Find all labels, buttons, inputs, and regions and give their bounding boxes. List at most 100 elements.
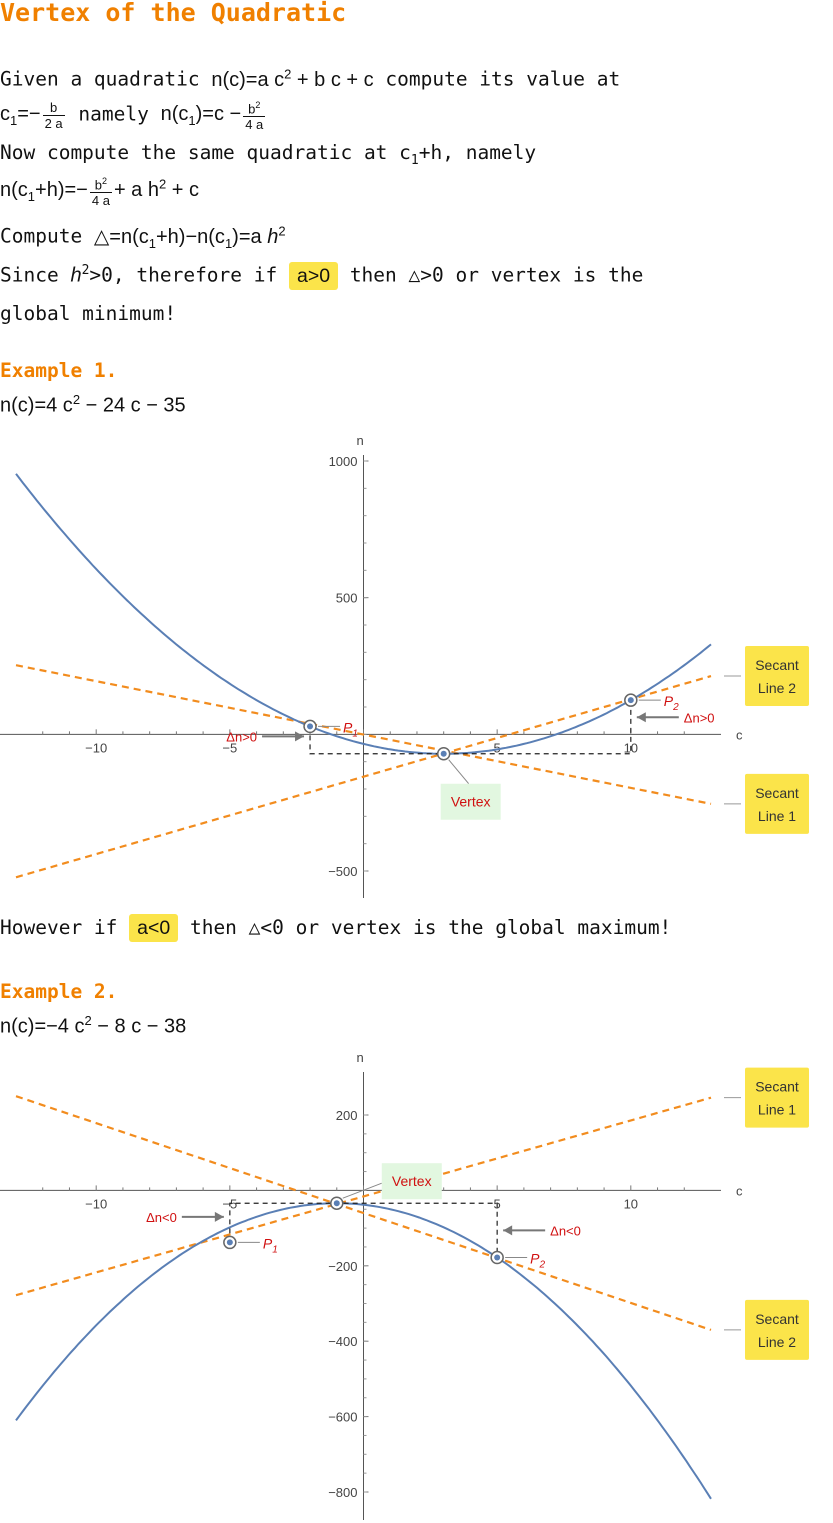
formula-part: =− [17, 103, 41, 126]
intro-text: >0, therefore if [89, 263, 289, 287]
y-tick-label: −500 [328, 864, 357, 879]
formula-part: − 24 c − 35 [80, 394, 186, 417]
y-axis-label: n [357, 433, 364, 448]
fraction-numerator: b2 [243, 98, 266, 118]
secant-2-label-text-1: Secant [755, 657, 799, 673]
fraction: b2 4 a [243, 98, 266, 133]
formula-part: n(c [160, 103, 189, 126]
intro-text: , namely [442, 141, 537, 164]
x-tick-label: −10 [85, 740, 107, 755]
secant-line-1 [15, 664, 712, 805]
x-axis-label: c [736, 1183, 743, 1198]
formula-part: +h)=− [35, 179, 88, 202]
secant-2-label-box [745, 1299, 809, 1360]
intro-text: Given a quadratic [0, 67, 212, 91]
formula: n(c)=a c2 + b c + c [211, 66, 374, 91]
p1-marker-dot [307, 723, 314, 730]
subscript: 1 [10, 113, 18, 129]
x-axis-label: c [736, 727, 743, 742]
formula-part: h [267, 225, 279, 248]
secant-2-label-text-1: Secant [755, 1311, 799, 1327]
however-line: However if a<0 then △<0 or vertex is the… [0, 914, 672, 942]
fraction: b2 4 a [89, 174, 112, 208]
secant-2-label-box [745, 646, 809, 707]
dn-right-arrow-head [503, 1225, 513, 1236]
formula-part: − 8 c − 38 [91, 1015, 187, 1038]
example-1-equation: n(c)=4 c2 − 24 c − 35 [0, 392, 186, 418]
formula-part: c [0, 103, 10, 126]
secant-1-label-text-2: Line 1 [758, 1102, 796, 1118]
example-2-heading: Example 2. [0, 980, 118, 1003]
y-tick-label: −400 [328, 1334, 357, 1349]
vertex-label-box [440, 783, 501, 820]
vertex-leader [342, 1182, 382, 1199]
exponent: 2 [72, 392, 81, 407]
exponent: 2 [278, 223, 286, 238]
secant-1-label-box [745, 1067, 809, 1128]
example-1-heading: Example 1. [0, 359, 118, 382]
formula-part: n(c)=4 c [0, 394, 73, 417]
subscript: 1 [410, 152, 419, 168]
example-2-equation: n(c)=−4 c2 − 8 c − 38 [0, 1013, 186, 1039]
intro-text: then △<0 or vertex is the global maximum… [178, 916, 672, 939]
x-tick-label: −5 [222, 740, 237, 755]
numerator-base: b [248, 101, 256, 117]
y-axis-label: n [357, 1050, 364, 1065]
dn-left-arrow-head [214, 1211, 224, 1222]
fraction-denominator: 2 a [44, 115, 63, 131]
intro-text: Now compute the same quadratic at [0, 141, 400, 164]
intro-line-4: n(c1+h)=− b2 4 a + a h2 + c [0, 174, 199, 208]
intro-text: namely [66, 102, 161, 126]
dn-right-label: Δn>0 [684, 710, 715, 725]
fraction-denominator: 4 a [245, 117, 264, 133]
formula-part: + b c + c [291, 68, 374, 91]
formula: △=n(c1+h)−n(c1)=a h2 [93, 223, 286, 251]
x-tick-label: 10 [624, 1196, 638, 1211]
quadratic-curve [15, 1202, 712, 1500]
p1-label: P1 [343, 719, 358, 739]
exponent: 2 [158, 176, 167, 192]
vertex-marker-dot [333, 1200, 340, 1207]
intro-line-5: Compute △=n(c1+h)−n(c1)=a h2 [0, 223, 286, 251]
formula-part: n(c)=a c [211, 68, 285, 91]
p2-marker-dot [494, 1254, 501, 1261]
formula-part: + a h [113, 179, 159, 202]
formula-part: c [399, 141, 411, 164]
subscript: 1 [27, 189, 36, 205]
x-tick-label: −10 [85, 1196, 107, 1211]
vertex-label: Vertex [392, 1173, 432, 1189]
secant-line-2 [15, 1095, 712, 1331]
y-tick-label: −200 [328, 1259, 357, 1274]
secant-1-label-text-1: Secant [755, 1079, 799, 1095]
y-tick-label: 200 [336, 1108, 358, 1123]
exponent: 2 [81, 263, 90, 278]
exponent: 2 [84, 1013, 92, 1028]
secant-line-2 [15, 675, 712, 879]
exponent: 2 [284, 66, 292, 81]
secant-1-label-box [745, 773, 809, 834]
delta-step-lines [309, 700, 632, 755]
p2-label: P2 [530, 1251, 545, 1271]
highlight-condition: a>0 [289, 261, 339, 290]
p1-marker-dot [226, 1239, 233, 1246]
intro-line-6: Since h2>0, therefore if a>0 then △>0 or… [0, 261, 643, 290]
formula-part: h [70, 264, 82, 287]
formula-part: △=n(c [93, 225, 149, 248]
formula: c1=− b 2 a [0, 100, 67, 131]
subscript: 1 [224, 235, 233, 251]
fraction-numerator: b [42, 100, 65, 116]
fraction-numerator: b2 [89, 174, 112, 194]
intro-text: Since [0, 263, 71, 287]
secant-1-label-text-1: Secant [755, 785, 799, 801]
dn-left-label: Δn>0 [226, 729, 257, 744]
y-tick-label: 500 [336, 591, 358, 606]
p2-marker-dot [627, 697, 634, 704]
formula-part: )=a [232, 225, 268, 248]
formula-part: +h [418, 141, 443, 164]
vertex-label: Vertex [451, 794, 491, 810]
secant-1-label-text-2: Line 1 [758, 808, 796, 824]
formula-part: + c [166, 179, 200, 202]
highlight-condition: a<0 [129, 914, 179, 942]
numerator-base: b [94, 177, 102, 193]
example-2-chart: cn−10 −5 5 10−800−600−400−200200P1P2VertexΔ… [0, 1050, 809, 1520]
